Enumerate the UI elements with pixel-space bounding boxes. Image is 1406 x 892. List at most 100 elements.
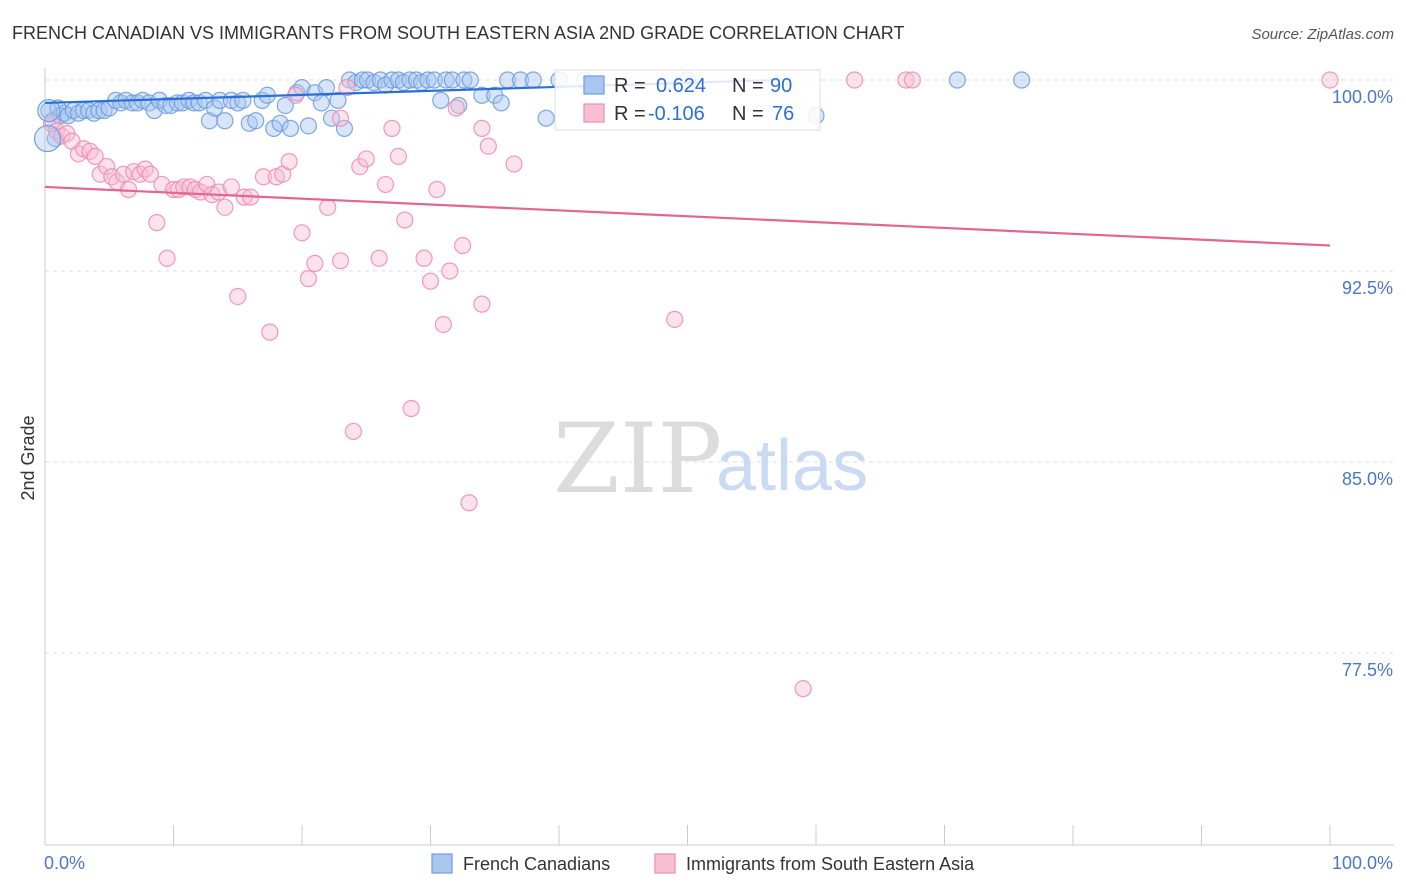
point-series0-53 bbox=[322, 109, 341, 127]
point-series1-31 bbox=[216, 198, 234, 216]
point-series1-66 bbox=[473, 119, 491, 137]
point-series0-18 bbox=[123, 94, 141, 112]
y-tick-label-2: 85.0% bbox=[1342, 469, 1393, 489]
point-series1-54 bbox=[389, 147, 407, 165]
point-series1-42 bbox=[293, 224, 311, 242]
point-series1-52 bbox=[376, 175, 395, 194]
point-series1-53 bbox=[383, 119, 401, 137]
point-series1-72 bbox=[897, 71, 915, 89]
point-series1-48 bbox=[344, 422, 362, 441]
point-series0-52 bbox=[317, 79, 336, 97]
point-series1-10 bbox=[98, 157, 116, 176]
point-blue-large-a bbox=[37, 98, 61, 123]
point-series1-70 bbox=[794, 680, 812, 698]
point-series0-74 bbox=[450, 96, 468, 115]
legend-swatch-immigrants-sea[interactable] bbox=[654, 853, 676, 874]
point-series1-8 bbox=[86, 147, 104, 165]
point-series0-72 bbox=[437, 71, 455, 89]
point-series0-77 bbox=[473, 86, 491, 104]
point-series1-59 bbox=[428, 180, 446, 199]
point-series1-45 bbox=[319, 198, 337, 216]
legend-label-immigrants-sea[interactable]: Immigrants from South Eastern Asia bbox=[686, 854, 975, 874]
point-series0-79 bbox=[492, 94, 510, 112]
chart-title: FRENCH CANADIAN VS IMMIGRANTS FROM SOUTH… bbox=[12, 23, 904, 43]
y-tick-label-0: 100.0% bbox=[1332, 87, 1393, 107]
point-series1-67 bbox=[479, 137, 497, 155]
point-series1-7 bbox=[81, 142, 99, 160]
point-series0-12 bbox=[90, 101, 108, 120]
point-series1-56 bbox=[402, 399, 420, 418]
legend-swatch-french-canadians[interactable] bbox=[431, 853, 453, 874]
point-series0-46 bbox=[281, 119, 300, 137]
stats-n-label-pink: N = bbox=[732, 103, 764, 125]
point-series1-75 bbox=[331, 109, 350, 127]
point-series0-6 bbox=[59, 107, 77, 125]
point-series0-89 bbox=[1012, 71, 1031, 89]
point-series1-65 bbox=[473, 295, 491, 313]
point-series1-68 bbox=[505, 155, 523, 173]
point-series0-54 bbox=[329, 91, 347, 109]
point-series1-47 bbox=[338, 79, 356, 97]
point-series1-50 bbox=[357, 150, 375, 168]
stats-r-value-blue: 0.624 bbox=[656, 75, 706, 97]
x-tick-left: 0.0% bbox=[44, 853, 85, 873]
point-series0-76 bbox=[461, 71, 479, 89]
point-series1-18 bbox=[141, 165, 159, 183]
stats-n-value-blue: 90 bbox=[770, 75, 792, 97]
point-series1-33 bbox=[229, 287, 247, 306]
point-series0-83 bbox=[537, 109, 555, 127]
y-tick-label-3: 77.5% bbox=[1342, 660, 1393, 680]
x-tick-right: 100.0% bbox=[1332, 853, 1393, 873]
point-series1-37 bbox=[261, 323, 279, 341]
point-series0-51 bbox=[312, 94, 330, 112]
stats-n-label-blue: N = bbox=[732, 75, 764, 97]
axes-layer: 100.0% 92.5% 85.0% 77.5% bbox=[44, 68, 1394, 846]
legend-label-french-canadians[interactable]: French Canadians bbox=[463, 854, 610, 874]
point-series1-21 bbox=[158, 249, 176, 267]
point-series0-69 bbox=[419, 71, 437, 89]
points-layer bbox=[33, 71, 1339, 698]
point-series1-51 bbox=[370, 249, 388, 267]
point-series1-57 bbox=[415, 249, 433, 267]
point-series1-64 bbox=[460, 494, 478, 512]
point-series1-55 bbox=[396, 211, 414, 229]
watermark-atlas: atlas bbox=[716, 426, 868, 506]
point-series0-44 bbox=[271, 114, 289, 132]
grid-layer bbox=[45, 79, 1394, 654]
point-series0-45 bbox=[276, 96, 294, 115]
point-series0-40 bbox=[247, 112, 265, 130]
point-series0-71 bbox=[432, 91, 450, 109]
stats-swatch-blue bbox=[583, 75, 605, 95]
point-series1-36 bbox=[254, 168, 273, 186]
point-series1-69 bbox=[666, 310, 684, 328]
point-series0-75 bbox=[455, 71, 473, 89]
point-series0-82 bbox=[524, 71, 542, 89]
point-series1-44 bbox=[306, 254, 324, 272]
point-series1-46 bbox=[331, 252, 350, 270]
stats-swatch-pink bbox=[583, 103, 605, 123]
point-series0-88 bbox=[948, 71, 966, 89]
y-axis-label: 2nd Grade bbox=[18, 415, 38, 500]
point-series1-61 bbox=[441, 262, 459, 280]
point-series1-13 bbox=[114, 165, 132, 183]
point-series1-63 bbox=[454, 236, 472, 255]
stats-r-label-pink: R = bbox=[614, 103, 646, 125]
point-series1-60 bbox=[434, 315, 452, 334]
trendline-series1 bbox=[44, 185, 1331, 247]
stats-legend: R = 0.624 N = 90 R = -0.106 N = 76 bbox=[554, 69, 821, 131]
watermark-zip: ZIP bbox=[553, 403, 722, 515]
y-tick-label-1: 92.5% bbox=[1342, 278, 1393, 298]
point-series1-71 bbox=[845, 71, 864, 89]
point-series0-35 bbox=[216, 112, 234, 130]
point-series0-38 bbox=[234, 91, 252, 109]
stats-r-label-blue: R = bbox=[614, 75, 646, 97]
point-series0-55 bbox=[335, 119, 354, 137]
bottom-legend: French Canadians Immigrants from South E… bbox=[431, 853, 975, 874]
point-series1-40 bbox=[280, 152, 298, 171]
chart-source: Source: ZipAtlas.com bbox=[1251, 26, 1394, 43]
point-series1-62 bbox=[447, 99, 465, 117]
stats-r-value-pink: -0.106 bbox=[648, 103, 705, 125]
point-series1-73 bbox=[903, 71, 921, 89]
